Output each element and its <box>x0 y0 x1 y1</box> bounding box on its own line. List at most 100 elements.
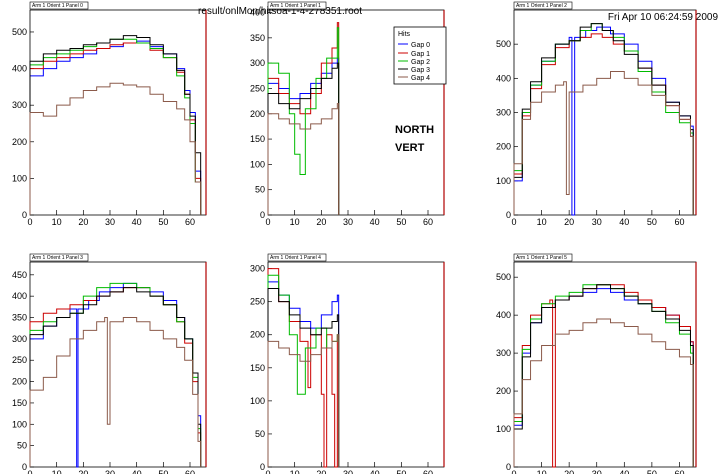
series-gap-1 <box>513 284 694 468</box>
y-tick-label: 200 <box>250 330 265 340</box>
series-gap-2 <box>267 274 340 467</box>
y-tick-label: 200 <box>496 142 511 152</box>
panel-0: Arm 1 Orient 1 Panel 0 0 10 20 30 40 50 60 0 100 2… <box>12 1 207 227</box>
panel-title-box <box>513 253 573 262</box>
series-gap-3 <box>513 284 694 467</box>
x-tick-label: 40 <box>619 217 629 227</box>
panel-title: Arm 1 Orient 1 Panel 3 <box>32 255 83 261</box>
x-tick-label: 0 <box>27 469 32 474</box>
legend-entry-gap-0: Gap 0 <box>398 42 430 49</box>
x-tick-label: 60 <box>185 217 195 227</box>
x-tick-label: 10 <box>290 217 300 227</box>
annotation-north: NORTH <box>395 124 434 136</box>
y-tick-label: 50 <box>255 429 265 439</box>
series-gap-3 <box>29 35 202 215</box>
series-gap-4 <box>29 317 202 467</box>
series-gap-0 <box>267 281 340 467</box>
y-tick-label: 400 <box>250 8 265 18</box>
y-tick-label: 200 <box>12 137 27 147</box>
legend-label: Gap 2 <box>411 59 430 66</box>
series-gap-4 <box>513 318 694 467</box>
x-tick-label: 20 <box>78 217 88 227</box>
legend-title: Hits <box>398 31 411 38</box>
panel-title-box <box>267 1 327 10</box>
x-tick-label: 30 <box>592 469 602 474</box>
y-tick-label: 300 <box>250 264 265 274</box>
y-tick-label: 300 <box>496 348 511 358</box>
x-tick-label: 50 <box>647 217 657 227</box>
y-tick-label: 50 <box>255 185 265 195</box>
x-tick-label: 30 <box>343 469 353 474</box>
x-tick-label: 0 <box>511 469 516 474</box>
y-tick-label: 350 <box>250 33 265 43</box>
y-tick-label: 500 <box>496 39 511 49</box>
y-tick-label: 400 <box>12 291 27 301</box>
x-tick-label: 40 <box>619 469 629 474</box>
x-tick-label: 20 <box>78 469 88 474</box>
plot-frame <box>267 261 445 468</box>
series-gap-1 <box>513 33 694 215</box>
y-tick-label: 100 <box>12 173 27 183</box>
y-tick-label: 250 <box>250 83 265 93</box>
y-tick-label: 50 <box>17 441 27 451</box>
y-tick-label: 0 <box>506 462 511 472</box>
x-tick-label: 40 <box>132 469 142 474</box>
plot-frame <box>513 261 697 468</box>
panel-5: Arm 1 Orient 1 Panel 5 0 10 20 30 40 50 60 0 100 2… <box>496 253 697 474</box>
legend-entry-gap-3: Gap 3 <box>398 67 430 74</box>
series-gap-3 <box>267 62 340 215</box>
y-tick-label: 500 <box>496 272 511 282</box>
panel-4: Arm 1 Orient 1 Panel 4 0 10 20 30 40 50 60 0 50 10… <box>250 253 445 474</box>
y-tick-label: 0 <box>260 210 265 220</box>
series-gap-3 <box>267 287 340 467</box>
panel-title: Arm 1 Orient 1 Panel 2 <box>516 3 567 9</box>
y-tick-label: 400 <box>12 64 27 74</box>
y-tick-label: 350 <box>12 313 27 323</box>
x-tick-label: 10 <box>52 469 62 474</box>
panel-title-box <box>267 253 327 262</box>
x-tick-label: 30 <box>592 217 602 227</box>
series-gap-2 <box>267 27 340 215</box>
series-gap-2 <box>513 284 694 467</box>
legend-entry-gap-1: Gap 1 <box>398 51 430 58</box>
legend-label: Gap 0 <box>411 42 430 49</box>
legend-entry-gap-2: Gap 2 <box>398 59 430 66</box>
y-tick-label: 500 <box>12 27 27 37</box>
x-tick-label: 50 <box>396 217 406 227</box>
x-tick-label: 60 <box>423 469 433 474</box>
legend-entry-gap-4: Gap 4 <box>398 75 430 82</box>
x-tick-label: 0 <box>265 469 270 474</box>
series-gap-3 <box>29 287 202 467</box>
y-tick-label: 0 <box>506 210 511 220</box>
y-tick-label: 0 <box>260 462 265 472</box>
legend-label: Gap 4 <box>411 75 430 82</box>
x-tick-label: 50 <box>158 217 168 227</box>
series-gap-3 <box>513 23 694 215</box>
x-tick-label: 40 <box>370 217 380 227</box>
x-tick-label: 40 <box>370 469 380 474</box>
panel-title-box <box>29 253 89 262</box>
y-tick-label: 400 <box>496 310 511 320</box>
x-tick-label: 0 <box>27 217 32 227</box>
y-tick-label: 100 <box>12 419 27 429</box>
x-tick-label: 50 <box>158 469 168 474</box>
x-tick-label: 60 <box>423 217 433 227</box>
y-tick-label: 100 <box>250 159 265 169</box>
y-tick-label: 150 <box>250 134 265 144</box>
series-gap-4 <box>267 103 340 215</box>
y-tick-label: 450 <box>12 270 27 280</box>
x-tick-label: 10 <box>52 217 62 227</box>
legend-label: Gap 1 <box>411 51 430 58</box>
y-tick-label: 400 <box>496 73 511 83</box>
x-tick-label: 10 <box>537 469 547 474</box>
x-tick-label: 30 <box>105 469 115 474</box>
y-tick-label: 150 <box>250 363 265 373</box>
y-tick-label: 0 <box>22 462 27 472</box>
y-tick-label: 200 <box>12 377 27 387</box>
x-tick-label: 0 <box>265 217 270 227</box>
panel-title-box <box>29 1 89 10</box>
y-tick-label: 300 <box>496 108 511 118</box>
series-gap-4 <box>513 71 694 215</box>
series-gap-0 <box>29 40 202 215</box>
